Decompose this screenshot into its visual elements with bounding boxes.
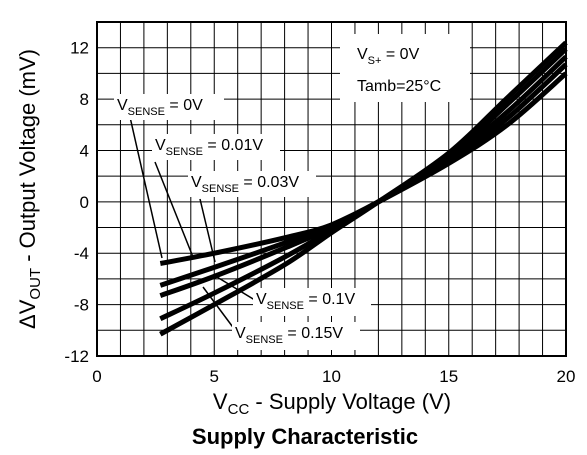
series-label-background-4	[232, 322, 360, 350]
series-label-0: VSENSE = 0V	[117, 97, 203, 118]
series-label-1-subscript: SENSE	[166, 146, 203, 158]
x-axis-label: VCC - Supply Voltage (V)	[213, 389, 451, 418]
series-label-3: VSENSE = 0.1V	[256, 291, 355, 312]
x-tick-label: 0	[92, 367, 101, 386]
axis-labels: VCC - Supply Voltage (V)ΔVOUT - Output V…	[15, 49, 451, 449]
leader-line-1	[154, 161, 194, 258]
series-label-0-main: V	[117, 97, 128, 114]
y-axis-label-main: ΔV	[15, 299, 40, 329]
series-label-0-suffix: = 0V	[165, 97, 203, 114]
x-axis-label-main: V	[213, 389, 228, 414]
leader-line-2	[199, 198, 216, 263]
series-label-2-suffix: = 0.03V	[239, 174, 299, 191]
leader-line-0	[129, 116, 163, 259]
y-tick-label: 8	[80, 90, 89, 109]
x-axis-label-suffix: - Supply Voltage (V)	[249, 389, 451, 414]
series-label-1-main: V	[155, 137, 166, 154]
series-label-1-suffix: = 0.01V	[203, 137, 263, 154]
y-axis-label-suffix: - Output Voltage (mV)	[15, 49, 40, 268]
series-label-3-subscript: SENSE	[267, 300, 304, 312]
tick-labels: 0 5 10 15 20 12 8 4 0 -4 -8 -12	[64, 39, 575, 386]
x-tick-label: 10	[322, 367, 341, 386]
series-label-4: VSENSE = 0.15V	[235, 325, 343, 346]
series-label-2-main: V	[191, 174, 202, 191]
series-label-2-subscript: SENSE	[202, 183, 239, 195]
series-label-background-1	[152, 134, 280, 160]
series-label-2: VSENSE = 0.03V	[191, 174, 299, 195]
series-label-3-main: V	[256, 291, 267, 308]
temperature-condition-label: Tamb=25°C	[357, 78, 441, 95]
x-tick-label: 15	[439, 367, 458, 386]
series-label-3-suffix: = 0.1V	[304, 291, 355, 308]
temperature-condition-label-main: Tamb=25°C	[357, 78, 441, 95]
series-label-4-main: V	[235, 325, 246, 342]
series-lines	[159, 40, 568, 337]
x-tick-label: 5	[210, 367, 219, 386]
y-tick-label: 12	[70, 39, 89, 58]
x-tick-label: 20	[557, 367, 576, 386]
series-label-background-2	[188, 171, 316, 197]
chart-title: Supply Characteristic	[192, 424, 418, 449]
series-label-4-suffix: = 0.15V	[283, 325, 343, 342]
supply-condition-label-subscript: S+	[368, 55, 382, 67]
y-tick-label: -12	[64, 347, 89, 366]
plot-frame	[96, 21, 567, 357]
y-axis-label-subscript: OUT	[27, 268, 44, 300]
supply-condition-label: VS+ = 0V	[357, 46, 420, 67]
y-tick-label: 0	[80, 193, 89, 212]
supply-condition-label-main: V	[357, 46, 368, 63]
supply-condition-label-suffix: = 0V	[381, 46, 419, 63]
y-tick-label: 4	[80, 141, 89, 160]
y-axis-label: ΔVOUT - Output Voltage (mV)	[15, 49, 44, 329]
x-axis-label-subscript: CC	[228, 401, 250, 418]
series-label-4-subscript: SENSE	[246, 334, 283, 346]
y-tick-label: -8	[74, 296, 89, 315]
series-line-4	[159, 40, 568, 337]
series-label-background-0	[114, 94, 224, 120]
series-label-0-subscript: SENSE	[128, 106, 165, 118]
leader-line-3	[216, 276, 259, 303]
series-label-background-3	[253, 288, 371, 316]
y-tick-label: -4	[74, 244, 89, 263]
conditions-box	[340, 34, 470, 102]
series-label-1: VSENSE = 0.01V	[155, 137, 263, 158]
